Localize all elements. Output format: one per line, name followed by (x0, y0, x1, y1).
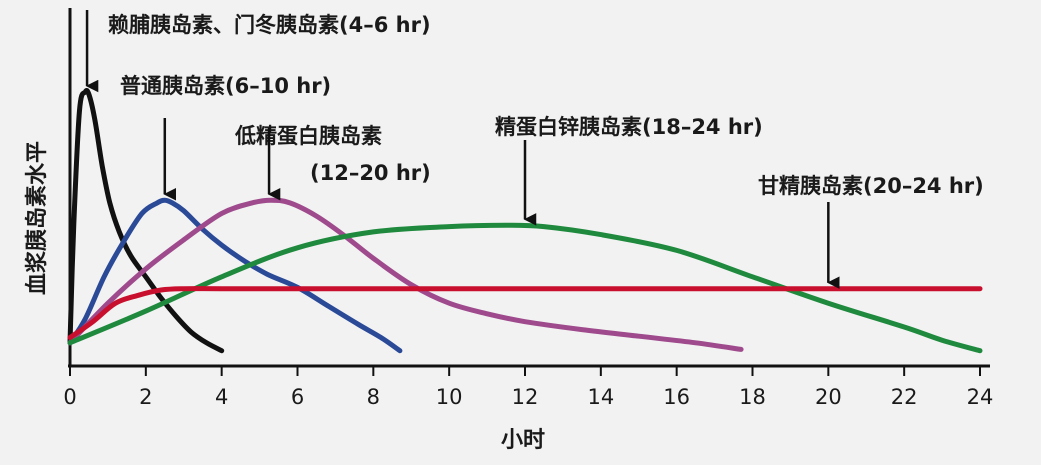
y-axis-title: 血浆胰岛素水平 (24, 141, 50, 295)
series-line-3 (67, 222, 983, 354)
x-tick-label-7: 14 (587, 385, 614, 409)
x-tick-label-3: 6 (291, 385, 304, 409)
x-tick-label-4: 8 (367, 385, 380, 409)
series-line-1 (67, 197, 403, 354)
x-tick-label-5: 10 (436, 385, 463, 409)
x-tick-label-12: 24 (967, 385, 994, 409)
series-layer (67, 88, 983, 354)
annotation-label-2: 低精蛋白胰岛素 (234, 124, 382, 148)
x-tick-label-11: 22 (891, 385, 918, 409)
annotation-label-4: 甘精胰岛素(20–24 hr) (758, 174, 984, 198)
x-tick-label-6: 12 (512, 385, 539, 409)
annotation-label-0: 赖脯胰岛素、门冬胰岛素(4–6 hr) (108, 13, 431, 37)
x-tick-label-1: 2 (139, 385, 152, 409)
x-tick-label-0: 0 (63, 385, 76, 409)
x-ticks: 0 2 4 6 8 10 12 14 16 18 20 22 24 (63, 366, 993, 409)
x-tick-label-2: 4 (215, 385, 228, 409)
annotation-label-2-line2: (12–20 hr) (310, 161, 431, 185)
annotations: 赖脯胰岛素、门冬胰岛素(4–6 hr) 普通胰岛素(6–10 hr) 低精蛋白胰岛素… (85, 10, 984, 289)
x-tick-label-10: 20 (815, 385, 842, 409)
series-line-4 (67, 286, 983, 340)
x-tick-label-9: 18 (739, 385, 766, 409)
annotation-label-3: 精蛋白锌胰岛素(18–24 hr) (495, 115, 763, 139)
x-axis-title: 小时 (501, 428, 545, 453)
series-line-0 (67, 88, 225, 354)
series-line-2 (67, 197, 744, 352)
annotation-label-1: 普通胰岛素(6–10 hr) (120, 74, 331, 98)
x-tick-label-8: 16 (663, 385, 690, 409)
